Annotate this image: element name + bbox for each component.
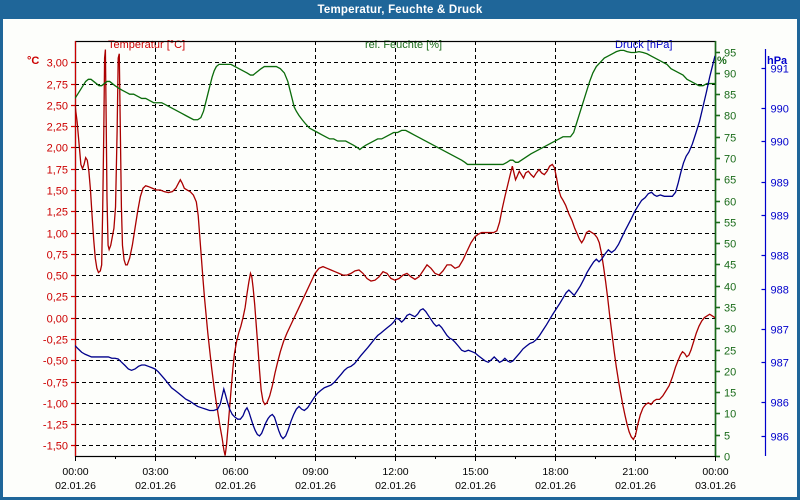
temperature-tick-label: -0,75 [43, 378, 68, 390]
temperature-tick-label: -0,50 [43, 356, 68, 368]
temperature-tick-label: 2,00 [47, 143, 68, 155]
x-tick-date-label: 02.01.26 [615, 480, 656, 492]
humidity-tick-label: 50 [724, 239, 736, 251]
humidity-tick-label: 55 [724, 218, 736, 230]
humidity-tick-label: 70 [724, 154, 736, 166]
x-tick-date-label: 02.01.26 [55, 480, 96, 492]
temperature-tick-label: 2,25 [47, 122, 68, 134]
humidity-tick-label: 45 [724, 260, 736, 272]
temperature-tick-label: 0,25 [47, 292, 68, 304]
chart-canvas: Temperatur [°C] rel. Feuchte [%] Druck [… [3, 19, 797, 497]
pressure-tick-label: 987 [771, 325, 789, 337]
x-tick-date-label: 03.01.26 [695, 480, 736, 492]
temperature-tick-label: 1,75 [47, 165, 68, 177]
humidity-tick-label: 80 [724, 111, 736, 123]
x-tick-time-label: 09:00 [302, 466, 328, 478]
temperature-tick-label: 2,50 [47, 101, 68, 113]
humidity-tick-label: 10 [724, 409, 736, 421]
x-tick-date-label: 02.01.26 [375, 480, 416, 492]
x-tick-time-label: 06:00 [222, 466, 248, 478]
x-tick-date-label: 02.01.26 [135, 480, 176, 492]
temperature-tick-label: -0,25 [43, 335, 68, 347]
x-tick-time-label: 15:00 [462, 466, 488, 478]
window-title: Temperatur, Feuchte & Druck [317, 3, 483, 16]
pressure-tick-label: 987 [771, 358, 789, 370]
axis-layer [71, 40, 767, 461]
humidity-tick-label: 25 [724, 346, 736, 358]
x-tick-date-label: 02.01.26 [535, 480, 576, 492]
humidity-tick-label: 35 [724, 303, 736, 315]
humidity-tick-label: 95 [724, 48, 736, 60]
axis-unit-hpa: hPa [767, 55, 788, 67]
axis-unit-percent: % [717, 55, 727, 67]
pressure-tick-label: 986 [771, 432, 789, 444]
humidity-tick-label: 5 [724, 431, 730, 443]
series-line-humidity [75, 49, 715, 166]
temperature-tick-label: 0,75 [47, 250, 68, 262]
temperature-tick-label: 1,25 [47, 207, 68, 219]
pressure-tick-label: 988 [771, 285, 789, 297]
x-tick-time-label: 03:00 [142, 466, 168, 478]
x-tick-date-label: 02.01.26 [455, 480, 496, 492]
tick-label-layer: 3,00 2,75 2,50 2,25 2,00 1,75 1,50 1,25 1,00 0,75… [43, 48, 789, 493]
temperature-tick-label: 0,50 [47, 271, 68, 283]
pressure-tick-label: 989 [771, 178, 789, 190]
temperature-tick-label: 3,00 [47, 58, 68, 70]
humidity-tick-label: 30 [724, 324, 736, 336]
x-tick-time-label: 00:00 [62, 466, 88, 478]
humidity-tick-label: 60 [724, 197, 736, 209]
x-tick-date-label: 02.01.26 [215, 480, 256, 492]
humidity-tick-label: 65 [724, 175, 736, 187]
temperature-tick-label: 0,00 [47, 314, 68, 326]
humidity-tick-label: 20 [724, 367, 736, 379]
temperature-tick-label: 1,50 [47, 186, 68, 198]
pressure-tick-label: 988 [771, 251, 789, 263]
pressure-tick-label: 986 [771, 398, 789, 410]
temperature-tick-label: -1,50 [43, 441, 68, 453]
x-tick-time-label: 18:00 [542, 466, 568, 478]
temperature-tick-label: 1,00 [47, 229, 68, 241]
grid-layer [75, 41, 715, 456]
pressure-tick-label: 989 [771, 211, 789, 223]
pressure-tick-label: 991 [771, 64, 789, 76]
series-line-temperature [75, 49, 715, 456]
humidity-tick-label: 85 [724, 90, 736, 102]
chart-plot: 3,00 2,75 2,50 2,25 2,00 1,75 1,50 1,25 1,00 0,75… [43, 40, 789, 493]
series-line-pressure [75, 55, 715, 440]
temperature-tick-label: -1,00 [43, 399, 68, 411]
series-layer [75, 49, 715, 456]
humidity-tick-label: 15 [724, 388, 736, 400]
window-titlebar: Temperatur, Feuchte & Druck [3, 0, 797, 19]
humidity-tick-label: 75 [724, 133, 736, 145]
temperature-tick-label: 2,75 [47, 80, 68, 92]
temperature-tick-label: -1,25 [43, 420, 68, 432]
x-tick-time-label: 21:00 [622, 466, 648, 478]
humidity-tick-label: 0 [724, 452, 730, 464]
pressure-tick-label: 990 [771, 104, 789, 116]
x-tick-time-label: 00:00 [702, 466, 728, 478]
x-tick-time-label: 12:00 [382, 466, 408, 478]
pressure-tick-label: 990 [771, 137, 789, 149]
humidity-tick-label: 90 [724, 69, 736, 81]
x-tick-date-label: 02.01.26 [295, 480, 336, 492]
humidity-tick-label: 40 [724, 282, 736, 294]
axis-unit-celsius: °C [27, 55, 40, 67]
